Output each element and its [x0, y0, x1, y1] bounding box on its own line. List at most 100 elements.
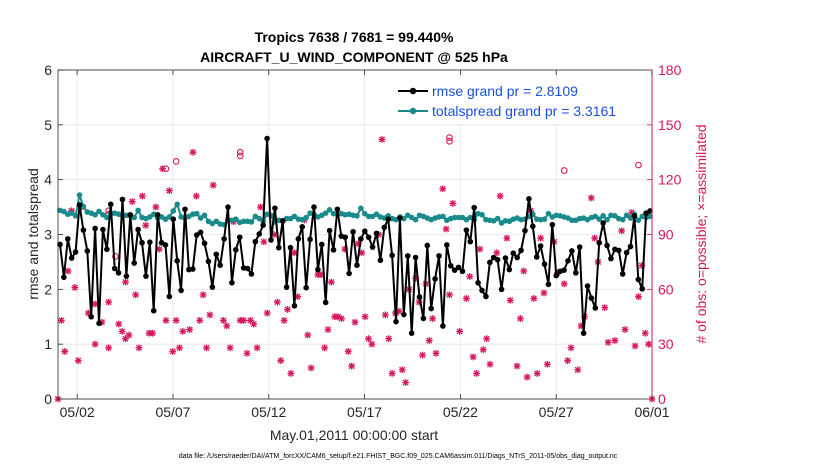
right-y-tick-label: 150: [658, 117, 682, 133]
obs-assimilated-point: [567, 344, 575, 352]
obs-possible-point: [560, 167, 568, 174]
obs-assimilated-point: [533, 370, 541, 377]
obs-assimilated-point: [381, 311, 389, 319]
rmse-point: [475, 279, 481, 286]
obs-assimilated-point: [516, 315, 524, 322]
obs-assimilated-point: [273, 298, 281, 306]
rmse-point: [502, 255, 509, 261]
obs-assimilated-point: [199, 291, 207, 299]
spread-point: [440, 213, 446, 220]
rmse-point: [397, 215, 403, 221]
obs-assimilated-point: [540, 289, 548, 297]
rmse-point: [229, 279, 235, 286]
obs-possible-point: [112, 253, 119, 260]
obs-assimilated-point: [496, 192, 504, 200]
obs-assimilated-point: [122, 278, 129, 286]
obs-assimilated-point: [469, 353, 477, 361]
rmse-line: [59, 137, 651, 335]
obs-assimilated-point: [361, 313, 369, 321]
spread-point: [635, 217, 642, 224]
rmse-point: [178, 287, 184, 294]
left-y-tick-label: 2: [44, 281, 52, 297]
obs-assimilated-point: [564, 357, 572, 365]
obs-assimilated-point: [132, 291, 140, 299]
rmse-point: [487, 259, 493, 266]
obs-assimilated-point: [209, 181, 217, 189]
spread-point: [412, 216, 419, 223]
rmse-point: [264, 135, 270, 142]
rmse-point: [256, 231, 263, 237]
obs-assimilated-point: [446, 291, 453, 299]
rmse-point: [295, 236, 302, 242]
obs-assimilated-point: [449, 200, 457, 207]
obs-possible-point: [446, 137, 453, 145]
rmse-point: [57, 241, 63, 248]
spread-point: [170, 208, 177, 214]
obs-assimilated-point: [260, 238, 268, 246]
rmse-point: [358, 236, 364, 242]
rmse-point: [80, 227, 87, 233]
rmse-point: [623, 249, 630, 256]
right-y-axis-ticks: 0 30 60 90 120 150 180: [647, 62, 682, 407]
spread-point: [647, 213, 653, 220]
rmse-point: [84, 248, 91, 254]
obs-assimilated-point: [165, 187, 173, 195]
obs-assimilated-point: [203, 344, 210, 352]
obs-assimilated-point: [91, 340, 99, 348]
rmse-point: [283, 284, 290, 290]
rmse-point: [346, 270, 352, 277]
obs-assimilated-point: [429, 315, 437, 322]
rmse-point: [139, 239, 145, 246]
rmse-point: [373, 230, 380, 237]
x-tick-label: 05/02: [60, 404, 95, 420]
rmse-point: [436, 253, 442, 259]
obs-assimilated-point: [226, 344, 234, 352]
rmse-point: [135, 226, 141, 233]
spread-point: [322, 210, 329, 216]
rmse-point: [522, 227, 528, 234]
rmse-point: [510, 250, 517, 256]
rmse-point: [389, 252, 395, 259]
spread-point: [612, 213, 618, 219]
rmse-point: [287, 244, 294, 251]
rmse-point: [428, 305, 435, 312]
obs-assimilated-point: [456, 327, 464, 335]
obs-assimilated-point: [348, 362, 356, 370]
spread-point: [358, 205, 364, 211]
x-axis-ticks: 05/02 05/07 05/12 05/17 05/22 05/27 06/01: [60, 70, 670, 420]
rmse-point: [311, 204, 317, 210]
rmse-point: [236, 234, 243, 241]
obs-possible-point: [236, 148, 244, 156]
rmse-point: [592, 305, 599, 311]
rmse-point: [182, 206, 188, 213]
rmse-point: [541, 261, 548, 267]
obs-assimilated-point: [277, 357, 285, 365]
spread-point: [596, 216, 603, 222]
obs-assimilated-point: [432, 349, 440, 357]
rmse-point: [432, 276, 438, 282]
legend-rmse-marker: [409, 87, 417, 95]
rmse-point: [401, 311, 407, 318]
rmse-point: [299, 224, 306, 230]
rmse-point: [330, 247, 337, 253]
rmse-point: [526, 196, 532, 202]
rmse-point: [377, 257, 384, 264]
spread-point: [545, 210, 552, 217]
rmse-point: [217, 262, 223, 269]
spread-point: [131, 214, 138, 221]
rmse-point: [201, 240, 208, 247]
obs-possible-point: [172, 158, 180, 165]
legend-spread-label: totalspread grand pr = 3.3161: [432, 103, 616, 119]
right-y-tick-label: 180: [658, 62, 682, 78]
rmse-point: [514, 254, 520, 261]
obs-possible-point: [162, 165, 170, 173]
obs-assimilated-point: [162, 317, 170, 324]
obs-assimilated-point: [466, 273, 474, 280]
x-tick-label: 05/12: [251, 404, 286, 420]
obs-assimilated-point: [219, 317, 227, 324]
rmse-point: [455, 264, 462, 271]
obs-assimilated-point: [71, 284, 79, 291]
rmse-point: [154, 211, 161, 218]
rmse-point: [209, 284, 216, 290]
